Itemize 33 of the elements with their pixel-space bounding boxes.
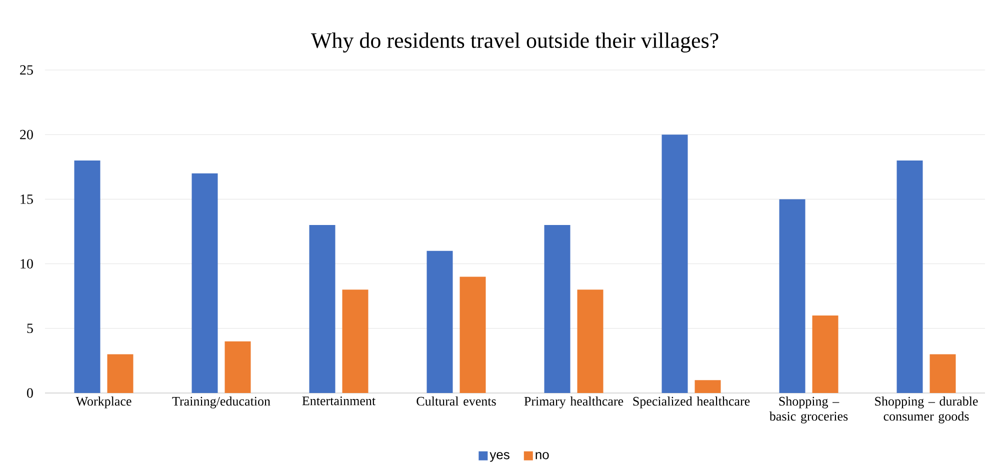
y-tick-label: 5 (27, 324, 33, 334)
bar (426, 250, 453, 393)
bar (896, 160, 923, 393)
x-tick-label: Primary healthcare (524, 396, 624, 408)
bar (309, 225, 336, 393)
y-tick-label: 25 (20, 65, 33, 75)
bar (930, 354, 956, 393)
x-tick-label: Workplace (76, 396, 132, 408)
x-tick-label: Cultural events (416, 396, 496, 406)
bar (812, 315, 838, 393)
x-tick-label: Specialized healthcare (633, 396, 750, 408)
y-tick-label: 10 (20, 259, 33, 269)
bar (694, 380, 721, 393)
bar (224, 341, 251, 393)
bar (779, 199, 806, 393)
bar (577, 290, 604, 393)
x-tick-label: Entertainment (302, 396, 376, 406)
legend-label: yes (490, 452, 510, 462)
y-tick-label: 20 (20, 130, 33, 140)
x-tick-label: Training/education (172, 396, 270, 408)
bar (342, 290, 368, 393)
bar (74, 160, 100, 393)
bar (192, 173, 218, 393)
x-tick-label: Shopping – durable consumer goods (875, 396, 978, 424)
bar (544, 225, 570, 393)
legend-label: no (536, 452, 549, 460)
bar (460, 276, 486, 393)
chart-title: Why do residents travel outside their villages? (310, 32, 718, 52)
y-tick-label: 15 (20, 194, 33, 204)
bar (662, 134, 688, 393)
y-tick-label: 0 (27, 388, 33, 398)
x-tick-label: Shopping – basic groceries (769, 396, 848, 424)
bar (107, 354, 134, 393)
